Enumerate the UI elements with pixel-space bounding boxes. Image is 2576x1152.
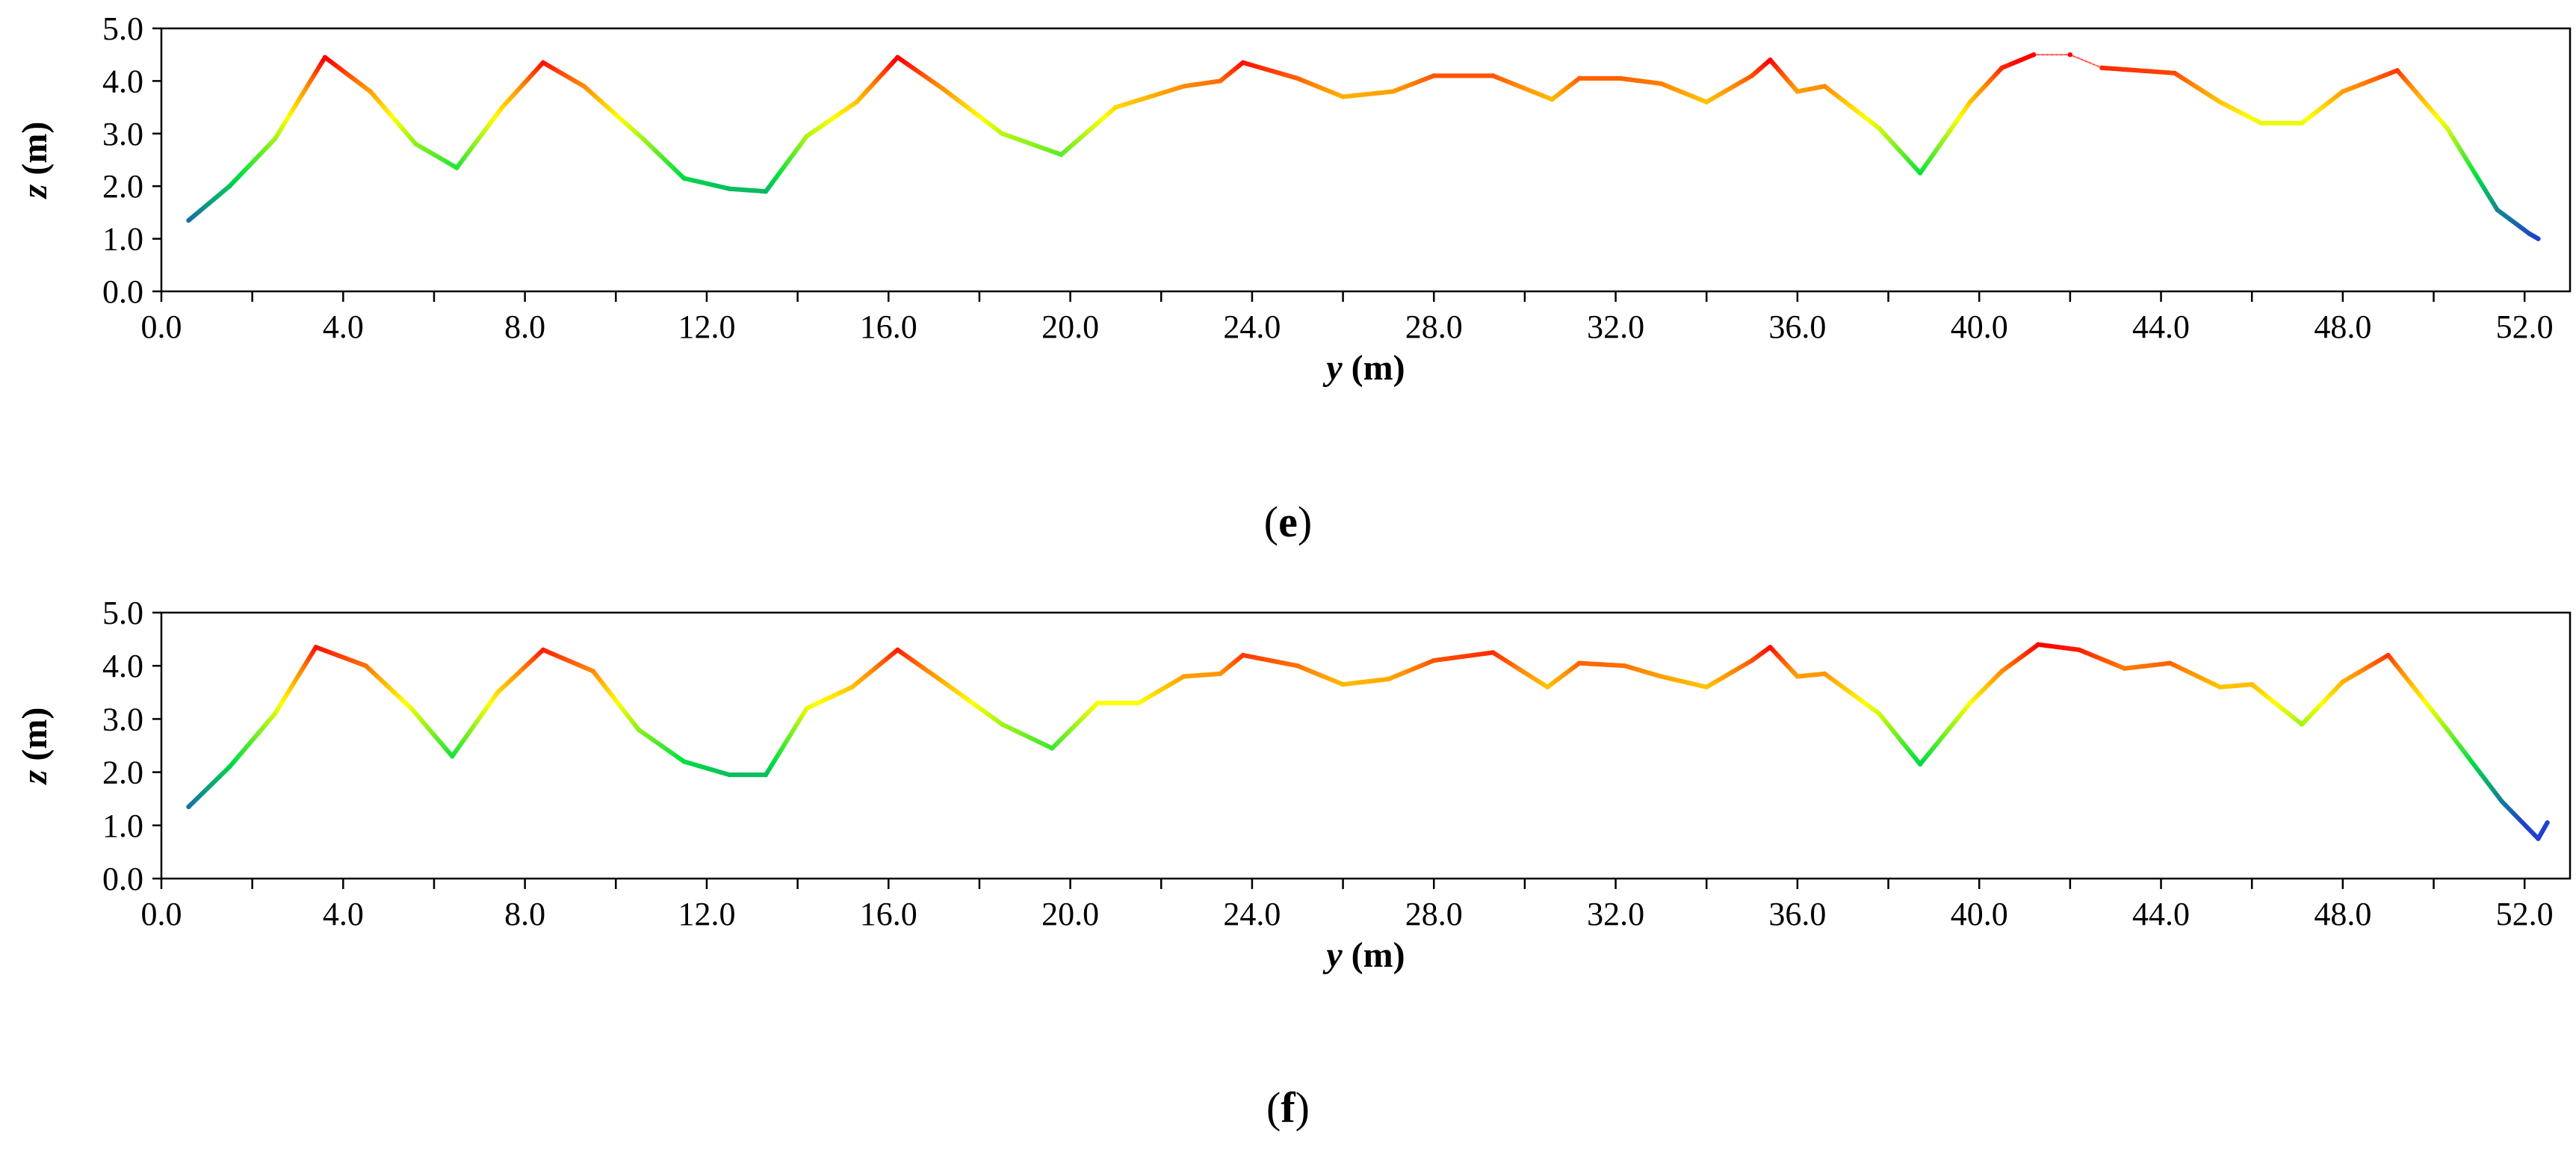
- x-tick-label: 52.0: [2496, 309, 2554, 345]
- x-axis-title: y (m): [1322, 348, 1405, 388]
- x-tick-label: 36.0: [1768, 896, 1826, 932]
- x-tick-label: 36.0: [1768, 309, 1826, 345]
- x-tick-label: 48.0: [2314, 896, 2371, 932]
- x-tick-label: 20.0: [1041, 309, 1099, 345]
- x-tick-label: 16.0: [860, 309, 917, 345]
- x-tick-label: 44.0: [2132, 896, 2190, 932]
- x-tick-label: 52.0: [2496, 896, 2554, 932]
- y-axis-title: z (m): [15, 707, 55, 786]
- y-axis-unit: (m): [15, 122, 55, 185]
- y-tick-label: 1.0: [102, 221, 143, 258]
- panel-label-close: ): [1298, 498, 1312, 546]
- plot-frame: [160, 27, 2572, 293]
- panel-e: 0.0 1.0 2.0 3.0 4.0 5.0 0.0 4.0 8.0 12.0 16.0 20.0 2…: [15, 10, 2572, 546]
- panel-label: (e): [1264, 498, 1312, 546]
- x-tick-label: 44.0: [2132, 309, 2190, 345]
- x-tick-label: 16.0: [860, 896, 917, 932]
- x-axis-var: y: [1322, 935, 1343, 975]
- profile-points: [186, 642, 2550, 841]
- x-tick-label: 40.0: [1951, 896, 2008, 932]
- x-tick-label: 32.0: [1587, 896, 1644, 932]
- plot-frame: [160, 611, 2572, 880]
- panel-label-close: ): [1295, 1083, 1310, 1132]
- y-axis-title: z (m): [15, 122, 55, 200]
- y-tick-label: 0.0: [102, 861, 143, 897]
- x-tick-label: 8.0: [504, 896, 545, 932]
- y-tick-label: 3.0: [102, 701, 143, 737]
- y-tick-label: 4.0: [102, 648, 143, 684]
- y-tick-label: 1.0: [102, 808, 143, 844]
- x-axis-var: y: [1322, 348, 1343, 388]
- y-tick-label: 5.0: [102, 595, 143, 631]
- x-tick-label: 8.0: [504, 309, 545, 345]
- x-tick-label: 0.0: [141, 309, 182, 345]
- panel-label: (f): [1266, 1083, 1310, 1132]
- y-tick-label: 2.0: [102, 755, 143, 791]
- x-tick-label: 40.0: [1951, 309, 2008, 345]
- x-tick-label: 48.0: [2314, 309, 2371, 345]
- panel-label-letter: f: [1281, 1083, 1295, 1132]
- panel-label-open: (: [1266, 1083, 1281, 1132]
- y-axis-var: z: [15, 184, 55, 199]
- panel-f: 0.0 1.0 2.0 3.0 4.0 5.0 0.0 4.0 8.0 12.0 16.0 20.0 2…: [15, 595, 2572, 1132]
- y-tick-label: 5.0: [102, 10, 143, 47]
- x-axis-unit: (m): [1343, 935, 1405, 975]
- y-tick-label: 3.0: [102, 116, 143, 152]
- panel-label-letter: e: [1278, 498, 1298, 546]
- y-axis-unit: (m): [15, 707, 55, 770]
- x-axis-unit: (m): [1343, 348, 1405, 388]
- x-axis-title: y (m): [1322, 935, 1405, 975]
- x-tick-label: 28.0: [1405, 309, 1463, 345]
- profile-trace: [186, 52, 2541, 241]
- x-tick-label: 20.0: [1041, 896, 1099, 932]
- x-tick-label: 12.0: [678, 896, 735, 932]
- x-tick-label: 0.0: [141, 896, 182, 932]
- y-axis-var: z: [15, 769, 55, 785]
- panel-label-open: (: [1264, 498, 1278, 546]
- y-tick-label: 4.0: [102, 63, 143, 99]
- y-tick-label: 2.0: [102, 168, 143, 205]
- x-tick-label: 4.0: [323, 309, 364, 345]
- x-tick-label: 4.0: [323, 896, 364, 932]
- x-tick-label: 28.0: [1405, 896, 1463, 932]
- x-tick-label: 32.0: [1587, 309, 1644, 345]
- profile-trace: [186, 642, 2550, 841]
- x-tick-label: 24.0: [1223, 896, 1281, 932]
- y-tick-label: 0.0: [102, 273, 143, 310]
- x-tick-label: 24.0: [1223, 309, 1281, 345]
- x-tick-label: 12.0: [678, 309, 735, 345]
